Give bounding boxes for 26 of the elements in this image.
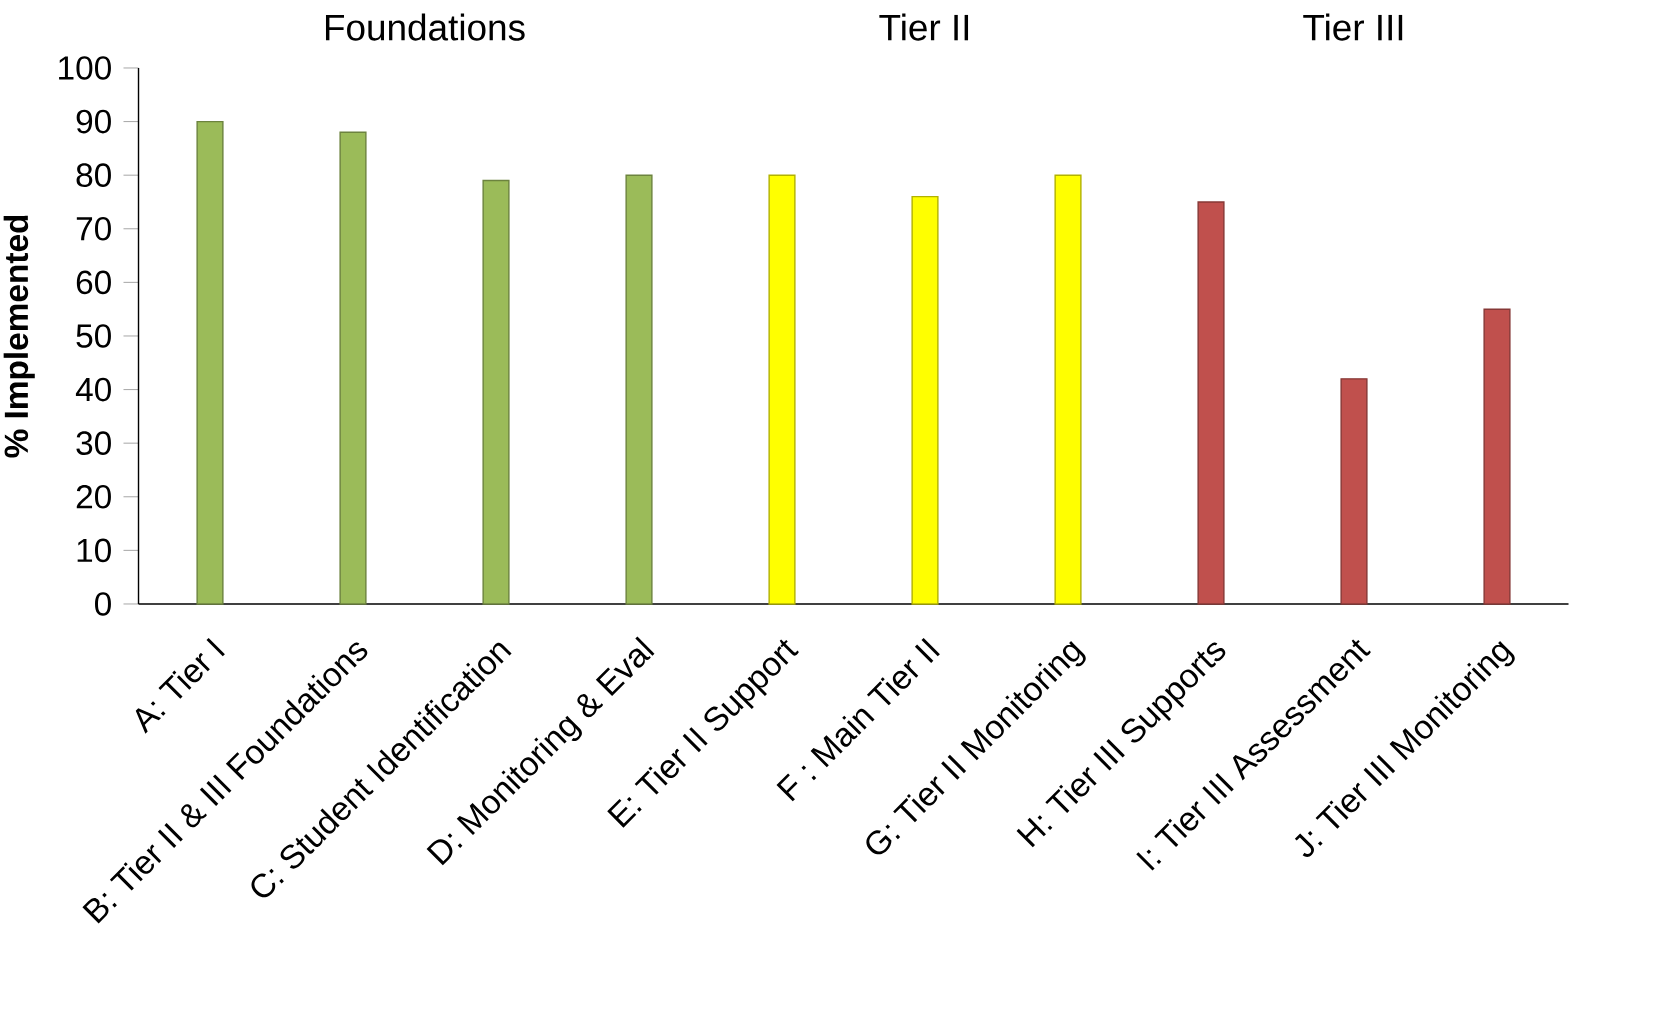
y-tick-label: 80 (76, 163, 111, 188)
bar (911, 195, 939, 605)
y-tick-label: 50 (76, 324, 111, 348)
y-tick-label: 30 (76, 431, 111, 456)
bar (1054, 174, 1082, 605)
bar (1340, 378, 1368, 605)
y-tick-label: 0 (95, 592, 111, 616)
text: Tier III (1303, 13, 1403, 41)
bar (196, 120, 224, 605)
text: Foundations (325, 13, 525, 41)
y-tick-label: 90 (76, 109, 111, 134)
y-tick-label: 10 (77, 538, 111, 563)
bar (482, 179, 510, 605)
y-tick-label: 40 (75, 377, 111, 402)
bar (339, 131, 367, 605)
y-tick-label: 100 (59, 56, 111, 80)
bar (1483, 308, 1511, 605)
bar (1197, 201, 1225, 605)
text: Tier II (879, 13, 969, 41)
y-tick-label: 60 (76, 270, 111, 295)
y-tick-label: 70 (76, 216, 111, 241)
x-tick-label: A: Tier I (135, 637, 225, 734)
bar (768, 174, 796, 605)
y-tick-label: 20 (76, 484, 111, 509)
y-axis-title: % Implemented (3, 215, 35, 458)
bar (625, 174, 653, 605)
